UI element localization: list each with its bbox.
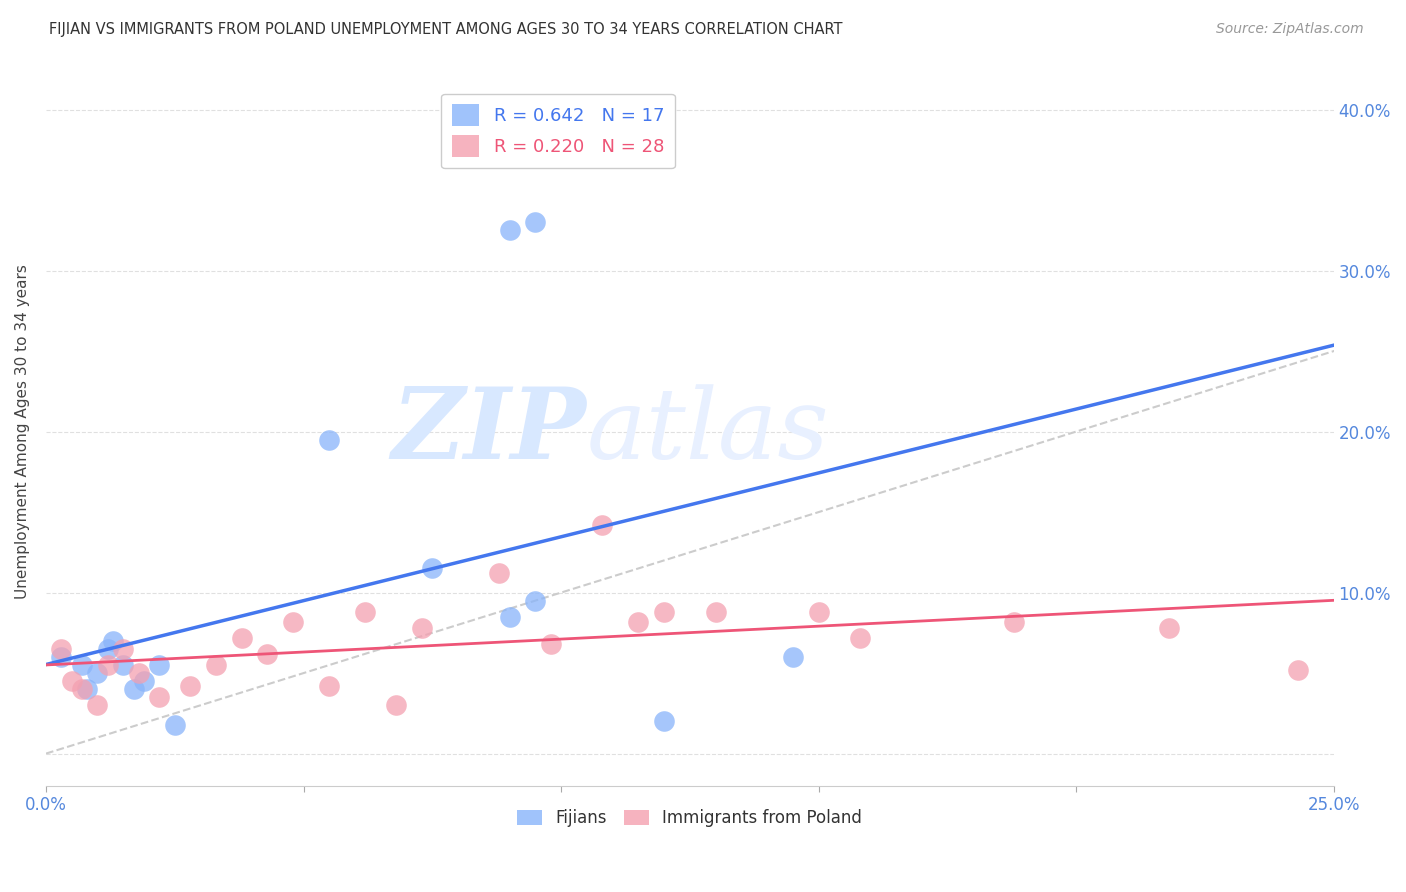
- Point: [420, 561, 443, 575]
- Point: [354, 605, 377, 619]
- Point: [385, 698, 408, 713]
- Text: atlas: atlas: [586, 384, 830, 479]
- Point: [524, 593, 547, 607]
- Point: [163, 717, 186, 731]
- Point: [148, 658, 170, 673]
- Text: ZIP: ZIP: [392, 384, 586, 480]
- Point: [256, 647, 278, 661]
- Point: [1286, 663, 1309, 677]
- Point: [488, 566, 510, 581]
- Point: [498, 223, 520, 237]
- Point: [782, 650, 804, 665]
- Text: FIJIAN VS IMMIGRANTS FROM POLAND UNEMPLOYMENT AMONG AGES 30 TO 34 YEARS CORRELAT: FIJIAN VS IMMIGRANTS FROM POLAND UNEMPLO…: [49, 22, 842, 37]
- Point: [132, 674, 155, 689]
- Point: [97, 642, 120, 657]
- Point: [540, 637, 562, 651]
- Point: [231, 631, 253, 645]
- Point: [76, 682, 98, 697]
- Point: [205, 658, 228, 673]
- Point: [128, 666, 150, 681]
- Point: [60, 674, 83, 689]
- Point: [283, 615, 305, 629]
- Point: [148, 690, 170, 705]
- Point: [591, 518, 613, 533]
- Point: [1002, 615, 1025, 629]
- Point: [318, 433, 340, 447]
- Point: [51, 650, 73, 665]
- Point: [86, 698, 108, 713]
- Legend: Fijians, Immigrants from Poland: Fijians, Immigrants from Poland: [510, 803, 869, 834]
- Y-axis label: Unemployment Among Ages 30 to 34 years: Unemployment Among Ages 30 to 34 years: [15, 264, 30, 599]
- Point: [70, 658, 93, 673]
- Point: [112, 642, 135, 657]
- Point: [849, 631, 872, 645]
- Point: [652, 714, 675, 729]
- Point: [704, 605, 727, 619]
- Point: [524, 215, 547, 229]
- Point: [498, 609, 520, 624]
- Point: [1157, 621, 1180, 635]
- Point: [807, 605, 830, 619]
- Point: [122, 682, 145, 697]
- Point: [101, 633, 124, 648]
- Point: [179, 679, 201, 693]
- Point: [411, 621, 433, 635]
- Point: [97, 658, 120, 673]
- Point: [86, 666, 108, 681]
- Point: [112, 658, 135, 673]
- Point: [652, 605, 675, 619]
- Text: Source: ZipAtlas.com: Source: ZipAtlas.com: [1216, 22, 1364, 37]
- Point: [70, 682, 93, 697]
- Point: [51, 642, 73, 657]
- Point: [318, 679, 340, 693]
- Point: [627, 615, 650, 629]
